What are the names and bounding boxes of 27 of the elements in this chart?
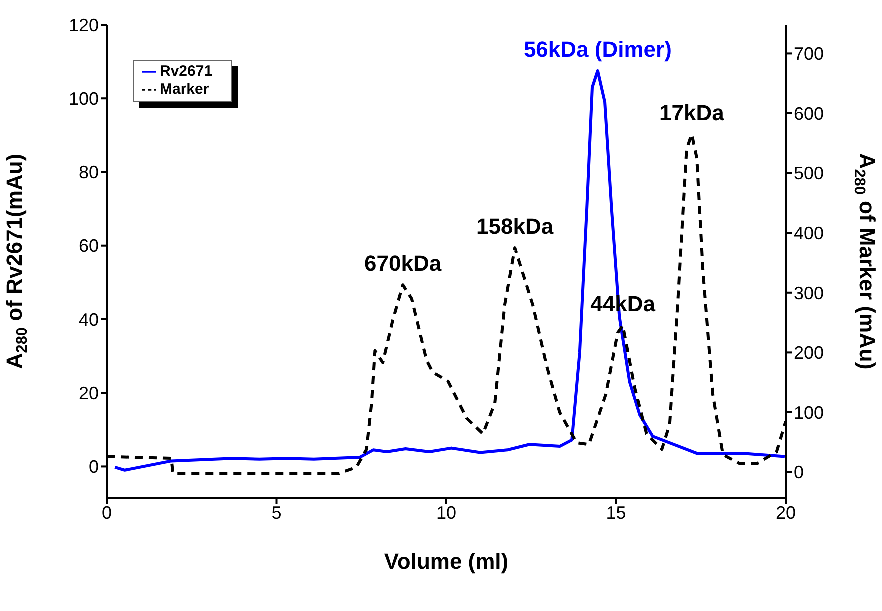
- y2-tick-label: 500: [794, 164, 824, 184]
- x-tick-label: 10: [436, 502, 457, 523]
- y-tick-label: 0: [88, 457, 99, 478]
- annotation: 670kDa: [364, 251, 442, 276]
- legend-label: Marker: [160, 81, 210, 98]
- y2-tick-label: 400: [794, 223, 824, 244]
- x-axis-title: Volume (ml): [384, 548, 509, 574]
- y-tick-label: 100: [68, 89, 99, 110]
- y-tick-label: 60: [78, 236, 99, 256]
- y-tick-label: 120: [68, 15, 99, 36]
- y2-tick-label: 300: [794, 283, 824, 304]
- annotation: 56kDa (Dimer): [524, 37, 672, 62]
- x-tick-label: 0: [102, 502, 112, 523]
- y-tick-label: 20: [78, 383, 99, 404]
- annotation: 158kDa: [476, 214, 554, 240]
- y-tick-label: 80: [78, 162, 99, 183]
- x-tick-label: 20: [776, 502, 796, 523]
- x-tick-label: 5: [272, 502, 282, 523]
- legend-label: Rv2671: [160, 63, 213, 80]
- y2-tick-label: 600: [794, 104, 824, 124]
- x-tick-label: 15: [606, 502, 626, 523]
- y2-tick-label: 0: [794, 462, 804, 483]
- y2-tick-label: 100: [794, 402, 824, 423]
- y2-tick-label: 200: [794, 343, 824, 364]
- y2-tick-label: 700: [794, 44, 824, 64]
- y-tick-label: 40: [78, 310, 99, 330]
- annotation: 17kDa: [660, 100, 726, 126]
